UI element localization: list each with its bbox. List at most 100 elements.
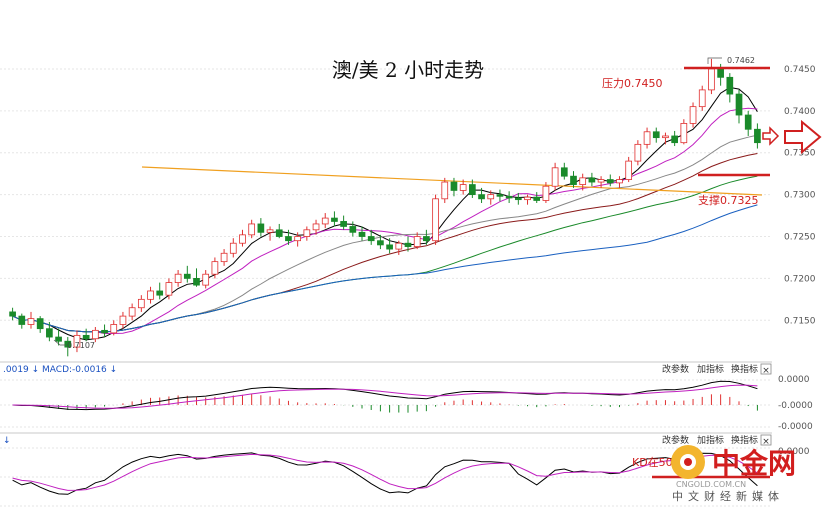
candle-body — [423, 236, 430, 242]
candle — [570, 171, 577, 188]
kd-close-icon[interactable]: × — [762, 437, 770, 447]
candle — [239, 229, 246, 247]
candle — [551, 162, 559, 191]
candle — [616, 176, 623, 188]
candle — [156, 282, 164, 300]
macd-add-indicator-button[interactable]: 加指标 — [697, 363, 724, 375]
candle — [183, 265, 191, 283]
candle — [321, 213, 329, 229]
kd-tick-0: 0.0000 — [778, 447, 810, 457]
candle-body — [726, 76, 734, 95]
candle-body — [183, 273, 191, 279]
candle-body — [266, 229, 274, 233]
candle-body — [754, 128, 761, 144]
macd-change-params-button[interactable]: 改参数 — [662, 363, 689, 375]
candle-body — [377, 240, 384, 246]
candle-body — [331, 217, 338, 222]
candle — [643, 127, 651, 149]
kd-add-indicator-button[interactable]: 加指标 — [697, 434, 724, 446]
candle-body — [579, 177, 587, 185]
candle — [64, 337, 72, 357]
candle — [211, 257, 219, 279]
candle-body — [533, 196, 541, 201]
candle-body — [285, 236, 292, 242]
candle — [588, 172, 596, 187]
kd-grid — [0, 447, 772, 507]
kd-k-line — [12, 452, 758, 495]
candle-body — [312, 223, 320, 231]
kd-switch-indicator-button[interactable]: 换指标 — [731, 434, 758, 446]
candle-body — [18, 315, 26, 325]
candle — [165, 278, 173, 300]
candle-body — [193, 278, 200, 286]
candle-body — [616, 179, 623, 184]
candle — [708, 58, 715, 95]
candle — [110, 320, 118, 336]
candle-body — [597, 179, 605, 183]
candle — [606, 174, 614, 187]
candle-body — [698, 89, 706, 108]
candle — [174, 270, 182, 287]
chart-title: 澳/美 2 小时走势 — [332, 58, 484, 82]
price-tick: 0.7450 — [784, 65, 816, 75]
candle-body — [36, 318, 44, 330]
candle-body — [220, 252, 228, 263]
candle — [423, 229, 430, 245]
candle-body — [137, 298, 145, 309]
candle-body — [64, 340, 72, 348]
candle — [220, 249, 228, 266]
macd-grid — [0, 379, 772, 428]
kd-close-box[interactable] — [760, 434, 772, 446]
candle-body — [625, 160, 633, 180]
candle — [735, 89, 743, 124]
macd-close-box[interactable] — [760, 363, 772, 375]
candle-body — [560, 167, 568, 177]
candle — [92, 327, 99, 343]
candle — [560, 162, 568, 180]
ma5-line — [12, 86, 758, 341]
candle-body — [165, 282, 173, 296]
candle — [634, 140, 642, 166]
macd-dea-line — [12, 384, 758, 409]
candle-body — [643, 131, 651, 145]
candle-body — [662, 135, 669, 139]
candle-body — [514, 197, 522, 201]
candle-body — [671, 135, 678, 144]
candle — [119, 311, 127, 329]
candle-body — [487, 194, 495, 200]
candle-body — [73, 334, 81, 348]
candle-body — [505, 195, 513, 199]
candle — [395, 240, 403, 255]
main-price-panel: 0.7450 0.7400 0.7350 0.7300 0.7250 0.7200 0.71… — [0, 56, 822, 357]
macd-switch-indicator-button[interactable]: 换指标 — [731, 363, 758, 375]
candle-body — [211, 261, 219, 275]
candle — [680, 119, 688, 145]
candle-body — [432, 198, 439, 242]
ma20-line — [12, 134, 758, 333]
candle-body — [202, 273, 210, 286]
macd-tick-1: -0.0000 — [778, 401, 813, 411]
price-grid — [0, 68, 772, 321]
macd-close-icon[interactable]: × — [762, 366, 770, 376]
candle — [193, 268, 200, 287]
candle — [18, 313, 26, 329]
candle-body — [294, 236, 301, 242]
candle — [597, 176, 605, 188]
candle-body — [395, 242, 403, 250]
candle — [478, 187, 485, 203]
candle-body — [110, 324, 118, 334]
brand-watermark: 中金网 CNGOLD.COM.CN 中文财经新媒体 — [671, 445, 796, 503]
candle-body — [275, 229, 283, 237]
candle — [101, 324, 108, 338]
kd-change-params-button[interactable]: 改参数 — [662, 434, 689, 446]
candle-body — [119, 315, 127, 325]
candle — [698, 85, 706, 111]
price-tick: 0.7350 — [784, 149, 816, 159]
candle-body — [689, 106, 697, 124]
candle — [137, 295, 145, 312]
kd-panel: ↓ 改参数 加指标 换指标 × 0.0000 KD在50以上 — [0, 432, 810, 507]
macd-panel: .0019 ↓ MACD:-0.0016 ↓ 改参数 加指标 换指标 × 0.0… — [0, 361, 813, 432]
candle-body — [450, 181, 458, 191]
macd-histogram — [21, 394, 758, 413]
